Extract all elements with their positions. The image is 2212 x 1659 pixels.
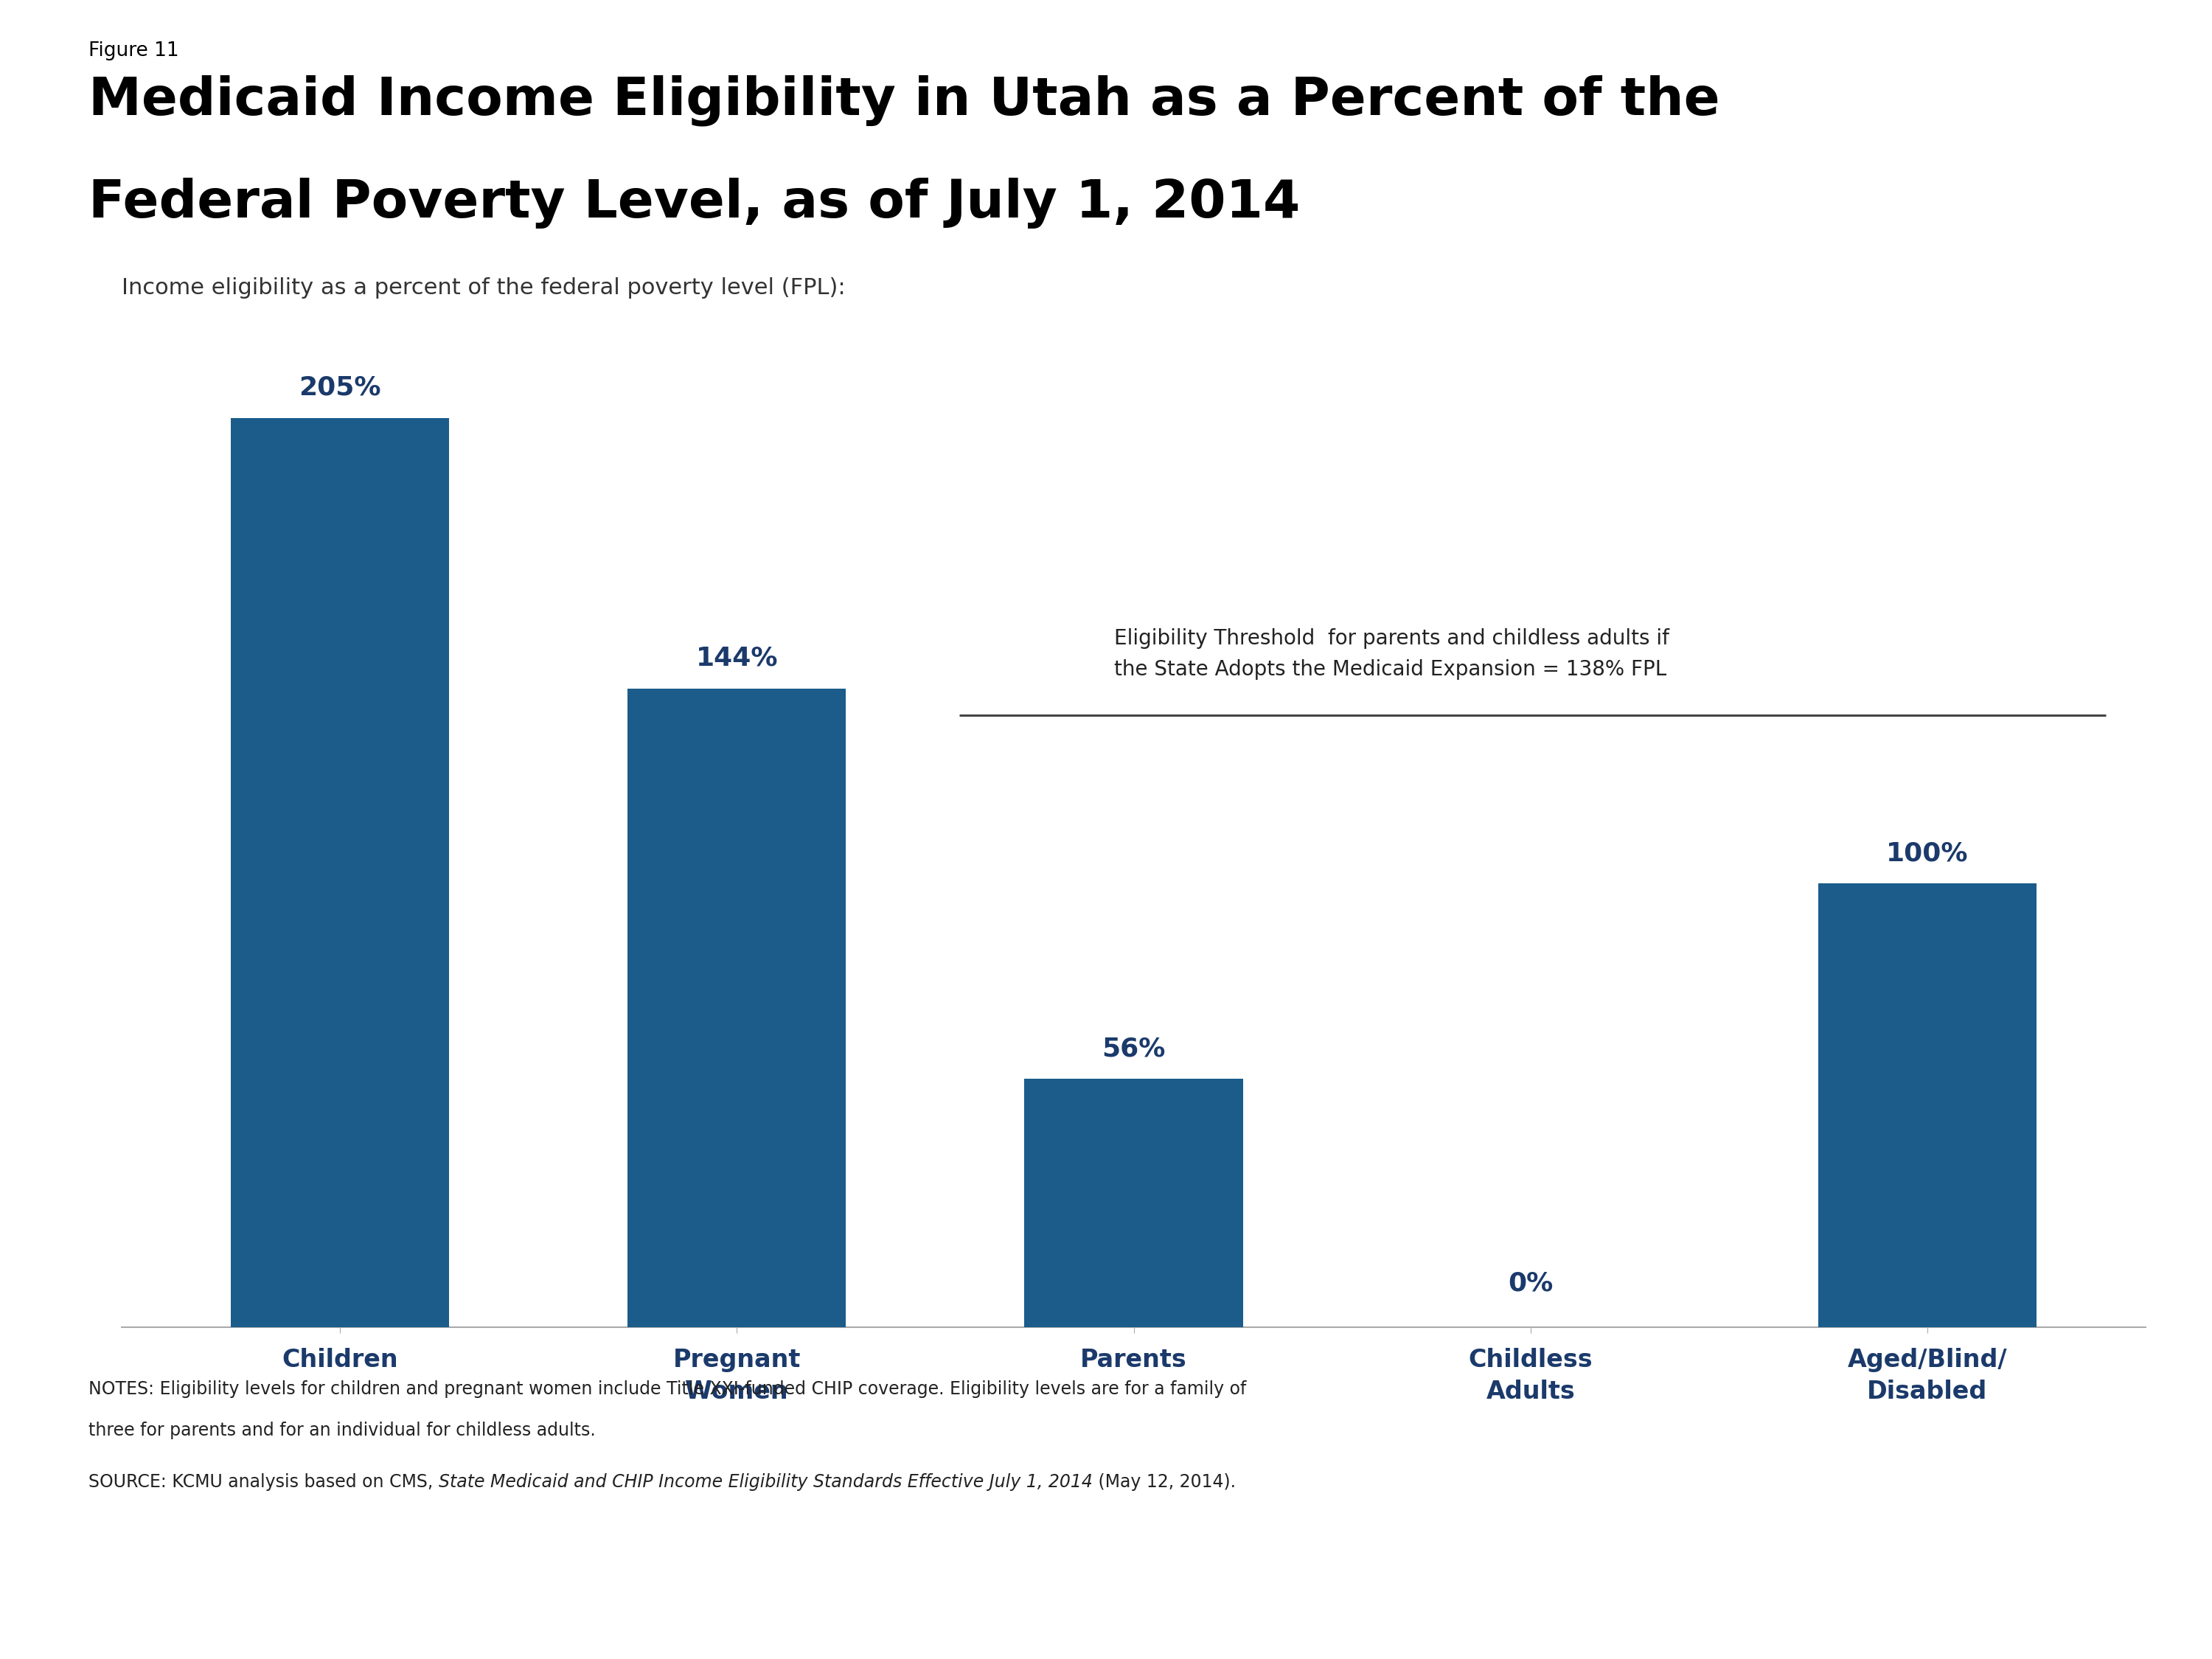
Text: three for parents and for an individual for childless adults.: three for parents and for an individual …	[88, 1422, 595, 1440]
Bar	[1818, 884, 2037, 1327]
Text: FOUNDATION: FOUNDATION	[1997, 1571, 2075, 1583]
Text: Figure 11: Figure 11	[88, 41, 179, 61]
Text: FAMILY: FAMILY	[1995, 1496, 2077, 1518]
Text: KAISER: KAISER	[1993, 1448, 2079, 1468]
Text: 56%: 56%	[1102, 1035, 1166, 1062]
Text: 100%: 100%	[1887, 841, 1969, 866]
Bar	[1024, 1078, 1243, 1327]
Text: Eligibility Threshold  for parents and childless adults if
the State Adopts the : Eligibility Threshold for parents and ch…	[1115, 629, 1668, 680]
Text: 144%: 144%	[697, 645, 779, 670]
Text: (May 12, 2014).: (May 12, 2014).	[1093, 1473, 1237, 1491]
Text: Federal Poverty Level, as of July 1, 2014: Federal Poverty Level, as of July 1, 201…	[88, 178, 1301, 229]
Text: NOTES: Eligibility levels for children and pregnant women include Title XXI-fund: NOTES: Eligibility levels for children a…	[88, 1380, 1245, 1399]
Text: Medicaid Income Eligibility in Utah as a Percent of the: Medicaid Income Eligibility in Utah as a…	[88, 75, 1721, 126]
Text: 0%: 0%	[1509, 1271, 1553, 1296]
Text: 205%: 205%	[299, 375, 380, 400]
Bar	[230, 418, 449, 1327]
Text: THE HENRY J.: THE HENRY J.	[1997, 1385, 2075, 1397]
Text: State Medicaid and CHIP Income Eligibility Standards Effective July 1, 2014: State Medicaid and CHIP Income Eligibili…	[438, 1473, 1093, 1491]
Bar	[628, 688, 845, 1327]
Text: Income eligibility as a percent of the federal poverty level (FPL):: Income eligibility as a percent of the f…	[122, 277, 845, 299]
Text: SOURCE: KCMU analysis based on CMS,: SOURCE: KCMU analysis based on CMS,	[88, 1473, 438, 1491]
